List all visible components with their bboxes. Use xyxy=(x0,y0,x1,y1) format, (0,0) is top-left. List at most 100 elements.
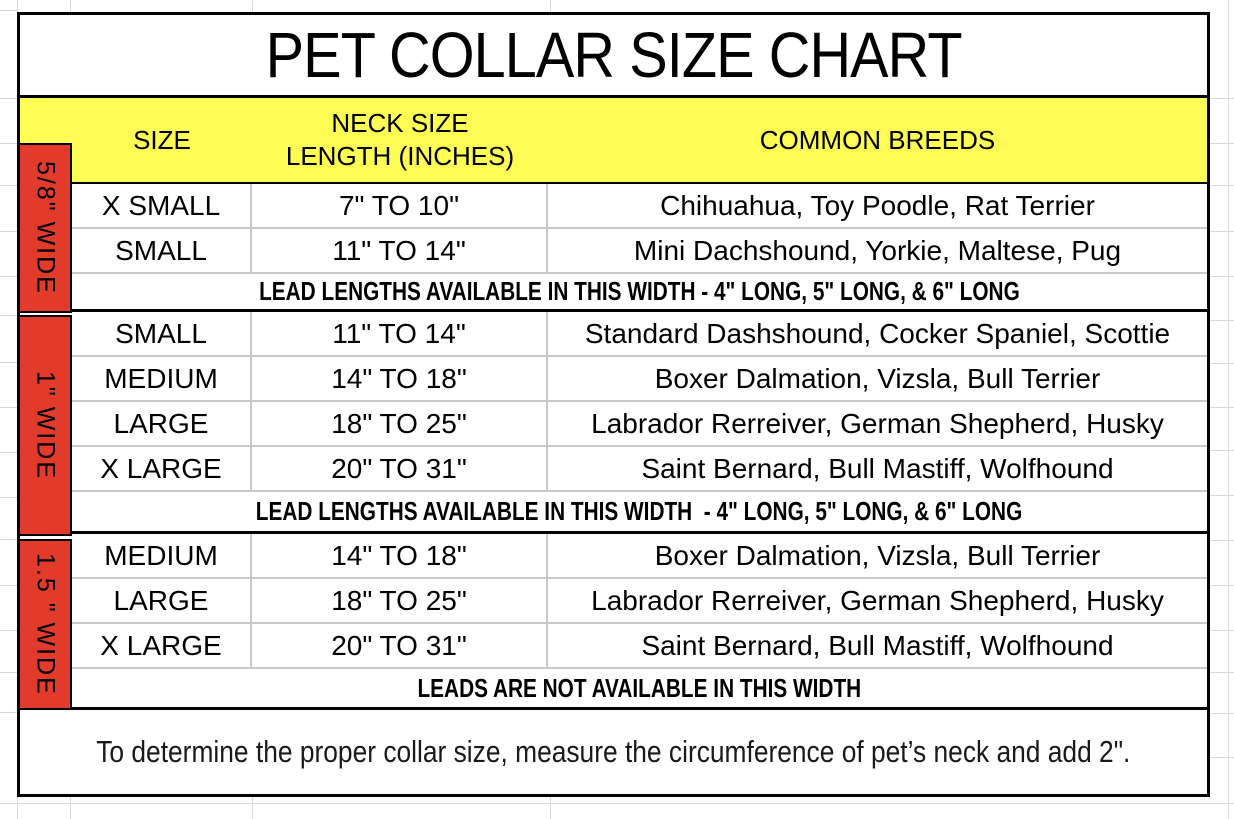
lead-availability-note: LEAD LENGTHS AVAILABLE IN THIS WIDTH - 4… xyxy=(256,496,1023,526)
lead-availability-note: LEADS ARE NOT AVAILABLE IN THIS WIDTH xyxy=(417,672,862,703)
sheet-gridline xyxy=(1210,713,1234,714)
header-size: SIZE xyxy=(72,98,252,182)
breeds-cell: Saint Bernard, Bull Mastiff, Wolfhound xyxy=(641,452,1114,484)
neck-size-cell: 11" TO 14" xyxy=(252,312,548,355)
size-cell: LARGE xyxy=(72,579,252,622)
chart-title-row: PET COLLAR SIZE CHART xyxy=(20,15,1207,98)
neck-size-cell: 14" TO 18" xyxy=(252,357,548,400)
size-cell: X LARGE xyxy=(72,447,252,490)
sheet-gridline xyxy=(1210,407,1234,408)
sheet-gridline xyxy=(70,797,71,819)
sheet-gridline xyxy=(70,0,71,12)
breeds-cell: Boxer Dalmation, Vizsla, Bull Terrier xyxy=(654,362,1101,394)
header-neck-size: NECK SIZE LENGTH (INCHES) xyxy=(252,98,548,182)
sheet-gridline xyxy=(252,797,253,819)
sheet-gridline xyxy=(1210,231,1234,232)
breeds-cell: Labrador Rerreiver, German Shepherd, Hus… xyxy=(591,407,1164,439)
header-size-label: SIZE xyxy=(133,124,191,155)
width-label-1: 1" WIDE xyxy=(20,315,72,536)
sheet-gridline xyxy=(0,585,17,586)
sheet-gridline xyxy=(0,98,17,99)
sheet-gridline xyxy=(0,143,17,144)
sheet-gridline xyxy=(0,452,17,453)
section-5-8-wide: X SMALL 7" TO 10" Chihuahua, Toy Poodle,… xyxy=(20,184,1207,312)
sheet-gridline xyxy=(0,362,17,363)
width-label-1-text: 1" WIDE xyxy=(31,371,60,480)
width-label-5-8-text: 5/8" WIDE xyxy=(31,161,60,295)
table-row: LARGE 18" TO 25" Labrador Rerreiver, Ger… xyxy=(20,402,1207,447)
sheet-gridline xyxy=(1228,0,1229,819)
sheet-gridline xyxy=(1210,757,1234,758)
table-row: MEDIUM 14" TO 18" Boxer Dalmation, Vizsl… xyxy=(20,534,1207,579)
sheet-gridline xyxy=(1210,585,1234,586)
sheet-gridline xyxy=(1210,185,1234,186)
table-row: LARGE 18" TO 25" Labrador Rerreiver, Ger… xyxy=(20,579,1207,624)
footer-note: To determine the proper collar size, mea… xyxy=(96,734,1131,769)
width-label-5-8: 5/8" WIDE xyxy=(20,143,72,313)
neck-size-cell: 20" TO 31" xyxy=(252,447,548,490)
sheet-gridline xyxy=(1210,540,1234,541)
sheet-gridline xyxy=(1210,495,1234,496)
header-common-breeds: COMMON BREEDS xyxy=(548,98,1207,182)
lead-availability-row: LEAD LENGTHS AVAILABLE IN THIS WIDTH - 4… xyxy=(20,492,1207,531)
header-common-breeds-label: COMMON BREEDS xyxy=(759,124,996,155)
sheet-gridline xyxy=(0,185,17,186)
neck-size-cell: 11" TO 14" xyxy=(252,229,548,272)
sheet-gridline xyxy=(0,10,17,11)
table-row: X LARGE 20" TO 31" Saint Bernard, Bull M… xyxy=(20,447,1207,492)
pet-collar-size-chart-table: PET COLLAR SIZE CHART SIZE NECK SIZE LEN… xyxy=(17,12,1210,797)
sheet-gridline xyxy=(252,0,253,12)
size-cell: MEDIUM xyxy=(72,534,252,577)
lead-availability-note: LEAD LENGTHS AVAILABLE IN THIS WIDTH - 4… xyxy=(259,276,1020,306)
neck-size-cell: 14" TO 18" xyxy=(252,534,548,577)
sheet-gridline xyxy=(550,797,551,819)
sheet-gridline xyxy=(17,0,18,12)
breeds-cell: Mini Dachshound, Yorkie, Maltese, Pug xyxy=(633,234,1122,266)
width-label-1-5-text: 1.5 " WIDE xyxy=(31,553,60,696)
sheet-gridline xyxy=(0,803,1234,804)
sheet-gridline xyxy=(0,630,17,631)
breeds-cell: Saint Bernard, Bull Mastiff, Wolfhound xyxy=(641,629,1114,661)
table-row: SMALL 11" TO 14" Mini Dachshound, Yorkie… xyxy=(20,229,1207,274)
size-cell: X LARGE xyxy=(72,624,252,667)
neck-size-cell: 18" TO 25" xyxy=(252,579,548,622)
sheet-gridline xyxy=(17,797,18,819)
size-cell: X SMALL xyxy=(72,184,252,227)
sheet-gridline xyxy=(0,407,17,408)
sheet-gridline xyxy=(1210,98,1234,99)
sheet-gridline xyxy=(0,539,17,540)
sheet-gridline xyxy=(1210,320,1234,321)
table-row: SMALL 11" TO 14" Standard Dashshound, Co… xyxy=(20,312,1207,357)
breeds-cell: Standard Dashshound, Cocker Spaniel, Sco… xyxy=(584,317,1171,349)
sheet-gridline xyxy=(1210,450,1234,451)
lead-availability-row: LEADS ARE NOT AVAILABLE IN THIS WIDTH xyxy=(20,669,1207,707)
table-row: X SMALL 7" TO 10" Chihuahua, Toy Poodle,… xyxy=(20,184,1207,229)
neck-size-cell: 7" TO 10" xyxy=(252,184,548,227)
table-row: X LARGE 20" TO 31" Saint Bernard, Bull M… xyxy=(20,624,1207,669)
table-header-row: SIZE NECK SIZE LENGTH (INCHES) COMMON BR… xyxy=(20,98,1207,184)
width-label-1-5: 1.5 " WIDE xyxy=(20,539,72,710)
sheet-gridline xyxy=(1210,363,1234,364)
chart-title: PET COLLAR SIZE CHART xyxy=(265,19,963,91)
sheet-gridline xyxy=(1210,143,1234,144)
sheet-gridline xyxy=(1210,630,1234,631)
sheet-gridline xyxy=(0,712,17,713)
footer-note-row: To determine the proper collar size, mea… xyxy=(20,710,1207,794)
neck-size-cell: 20" TO 31" xyxy=(252,624,548,667)
section-1-5-wide: MEDIUM 14" TO 18" Boxer Dalmation, Vizsl… xyxy=(20,534,1207,710)
breeds-cell: Chihuahua, Toy Poodle, Rat Terrier xyxy=(660,189,1095,221)
size-cell: SMALL xyxy=(72,229,252,272)
size-cell: MEDIUM xyxy=(72,357,252,400)
size-cell: SMALL xyxy=(72,312,252,355)
breeds-cell: Labrador Rerreiver, German Shepherd, Hus… xyxy=(591,584,1164,616)
sheet-gridline xyxy=(0,497,17,498)
table-row: MEDIUM 14" TO 18" Boxer Dalmation, Vizsl… xyxy=(20,357,1207,402)
sheet-gridline xyxy=(0,276,17,277)
sheet-gridline xyxy=(1210,672,1234,673)
sheet-gridline xyxy=(0,672,17,673)
header-neck-size-line2: LENGTH (INCHES) xyxy=(285,141,515,171)
section-1-wide: SMALL 11" TO 14" Standard Dashshound, Co… xyxy=(20,312,1207,534)
lead-availability-row: LEAD LENGTHS AVAILABLE IN THIS WIDTH - 4… xyxy=(20,274,1207,309)
breeds-cell: Boxer Dalmation, Vizsla, Bull Terrier xyxy=(654,539,1101,571)
